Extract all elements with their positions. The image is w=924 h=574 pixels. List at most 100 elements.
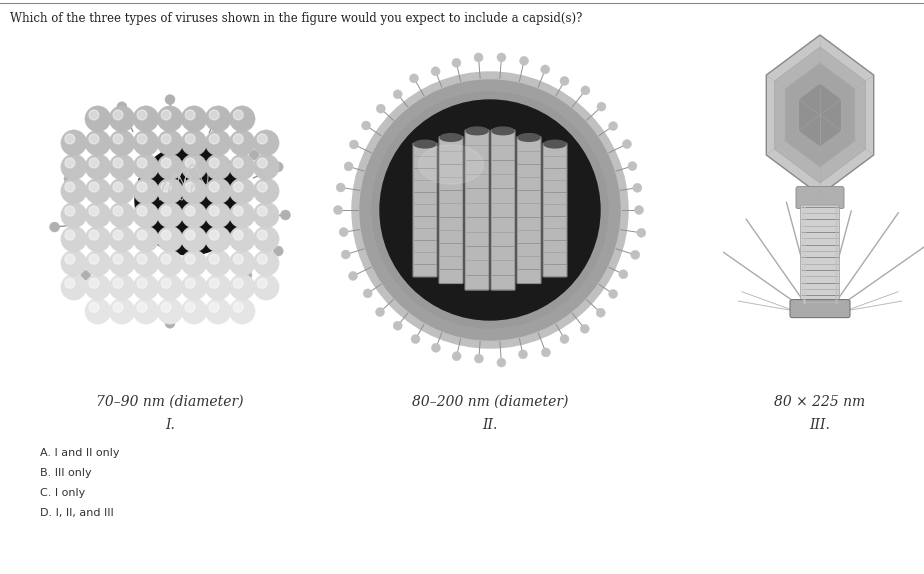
Circle shape [137, 110, 147, 120]
Circle shape [209, 134, 219, 144]
Circle shape [89, 158, 99, 168]
Circle shape [113, 182, 123, 192]
Circle shape [61, 178, 87, 204]
Circle shape [209, 182, 219, 192]
Circle shape [281, 210, 290, 220]
Circle shape [137, 134, 147, 144]
Circle shape [209, 254, 219, 264]
Circle shape [253, 274, 279, 300]
Circle shape [109, 130, 135, 156]
Circle shape [65, 182, 75, 192]
Polygon shape [774, 47, 866, 183]
Circle shape [161, 206, 171, 216]
Circle shape [181, 226, 207, 252]
Circle shape [372, 92, 608, 328]
Circle shape [233, 254, 243, 264]
Circle shape [157, 202, 183, 228]
Circle shape [109, 274, 135, 300]
Circle shape [432, 343, 441, 352]
Circle shape [85, 130, 111, 156]
FancyBboxPatch shape [796, 187, 844, 208]
Circle shape [258, 278, 267, 288]
Circle shape [157, 298, 183, 324]
Circle shape [209, 302, 219, 312]
Circle shape [65, 134, 75, 144]
Circle shape [253, 178, 279, 204]
Circle shape [274, 246, 284, 256]
Circle shape [376, 104, 385, 113]
Circle shape [233, 206, 243, 216]
Circle shape [109, 298, 135, 324]
Circle shape [181, 274, 207, 300]
Circle shape [165, 95, 175, 104]
Circle shape [157, 130, 183, 156]
Circle shape [205, 106, 231, 132]
Circle shape [89, 230, 99, 240]
Circle shape [205, 202, 231, 228]
Circle shape [61, 226, 87, 252]
Circle shape [181, 298, 207, 324]
Circle shape [137, 278, 147, 288]
Circle shape [560, 76, 569, 86]
Circle shape [209, 230, 219, 240]
Circle shape [205, 226, 231, 252]
Circle shape [61, 274, 87, 300]
Circle shape [65, 230, 75, 240]
Circle shape [157, 154, 183, 180]
Circle shape [161, 254, 171, 264]
Circle shape [380, 100, 600, 320]
Circle shape [341, 250, 350, 259]
Circle shape [161, 278, 171, 288]
Circle shape [185, 134, 195, 144]
Circle shape [185, 254, 195, 264]
Circle shape [474, 354, 483, 363]
Circle shape [205, 298, 231, 324]
Circle shape [361, 121, 371, 130]
Circle shape [229, 154, 255, 180]
FancyBboxPatch shape [491, 130, 515, 290]
Circle shape [181, 202, 207, 228]
Circle shape [157, 178, 183, 204]
Circle shape [229, 202, 255, 228]
Circle shape [85, 226, 111, 252]
Circle shape [161, 110, 171, 120]
Circle shape [233, 302, 243, 312]
Ellipse shape [466, 127, 488, 135]
Text: B. III only: B. III only [40, 468, 91, 478]
Text: 80–200 nm (diameter): 80–200 nm (diameter) [412, 395, 568, 409]
Circle shape [619, 270, 627, 279]
Circle shape [133, 178, 159, 204]
Circle shape [229, 106, 255, 132]
Circle shape [382, 102, 598, 318]
Circle shape [185, 182, 195, 192]
Circle shape [229, 130, 255, 156]
Circle shape [609, 122, 617, 130]
FancyBboxPatch shape [439, 137, 463, 284]
Circle shape [185, 158, 195, 168]
Polygon shape [785, 63, 855, 167]
Text: III.: III. [809, 418, 831, 432]
FancyBboxPatch shape [790, 300, 850, 317]
Circle shape [344, 162, 353, 171]
Circle shape [61, 154, 87, 180]
Circle shape [339, 227, 348, 236]
Circle shape [185, 110, 195, 120]
Circle shape [233, 134, 243, 144]
Circle shape [133, 106, 159, 132]
Text: 80 × 225 nm: 80 × 225 nm [774, 395, 866, 409]
Circle shape [65, 206, 75, 216]
Circle shape [394, 90, 402, 99]
Text: A. I and II only: A. I and II only [40, 448, 119, 458]
Ellipse shape [440, 134, 462, 141]
Circle shape [233, 182, 243, 192]
Circle shape [65, 158, 75, 168]
Circle shape [229, 226, 255, 252]
Circle shape [596, 308, 605, 317]
FancyBboxPatch shape [413, 143, 437, 277]
Circle shape [65, 278, 75, 288]
Circle shape [161, 302, 171, 312]
Circle shape [157, 250, 183, 276]
Circle shape [89, 302, 99, 312]
Circle shape [623, 139, 631, 149]
Circle shape [378, 98, 602, 322]
